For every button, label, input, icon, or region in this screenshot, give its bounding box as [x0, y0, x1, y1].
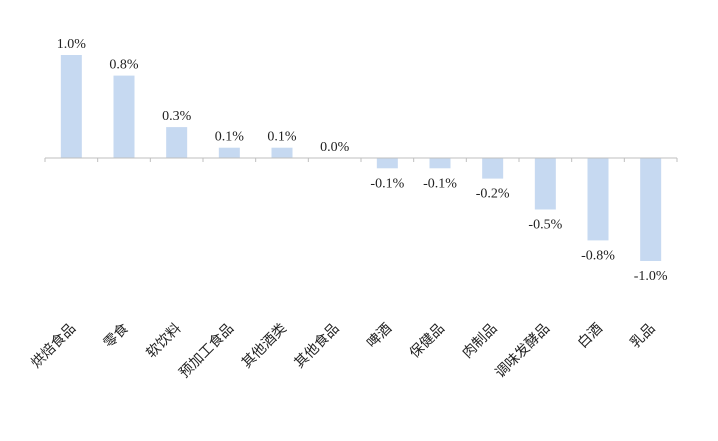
value-label: -0.1%	[370, 176, 404, 191]
category-label: 烘焙食品	[28, 320, 80, 372]
category-label: 其他食品	[291, 320, 343, 372]
bar	[60, 55, 82, 158]
value-label: -1.0%	[634, 269, 668, 284]
value-label: 0.8%	[109, 58, 139, 73]
category-label: 保健品	[407, 321, 448, 362]
category-label: 肉制品	[459, 321, 500, 362]
bar	[534, 158, 556, 210]
value-label: 1.0%	[57, 37, 87, 52]
value-labels-group: 1.0% 0.8% 0.3% 0.1% 0.1% 0.0% -0.1% -0.1% -0.2% -…	[57, 37, 668, 284]
bar	[482, 158, 504, 179]
bars-group	[60, 55, 662, 261]
category-label: 其他酒类	[239, 321, 290, 372]
category-label: 预加工食品	[176, 320, 238, 382]
bar	[113, 75, 135, 158]
category-label: 软饮料	[143, 321, 184, 362]
value-label: -0.5%	[528, 218, 562, 233]
category-label: 白酒	[575, 321, 606, 352]
category-label: 调味发酵品	[492, 321, 553, 382]
bar	[218, 147, 240, 158]
bar	[376, 158, 398, 169]
value-label: -0.8%	[581, 248, 615, 263]
value-label: -0.1%	[423, 176, 457, 191]
value-label: 0.0%	[320, 140, 350, 155]
category-label: 啤酒	[364, 321, 395, 352]
x-axis	[44, 157, 678, 162]
category-label: 零食	[100, 320, 132, 352]
category-label: 乳品	[627, 321, 658, 352]
bar	[166, 127, 188, 158]
bar	[271, 147, 293, 158]
bar	[640, 158, 662, 261]
value-label: 0.1%	[267, 130, 297, 145]
value-label: 0.1%	[215, 130, 245, 145]
value-label: 0.3%	[162, 109, 192, 124]
value-label: -0.2%	[476, 187, 510, 202]
bar	[587, 158, 609, 241]
bar	[429, 158, 451, 169]
